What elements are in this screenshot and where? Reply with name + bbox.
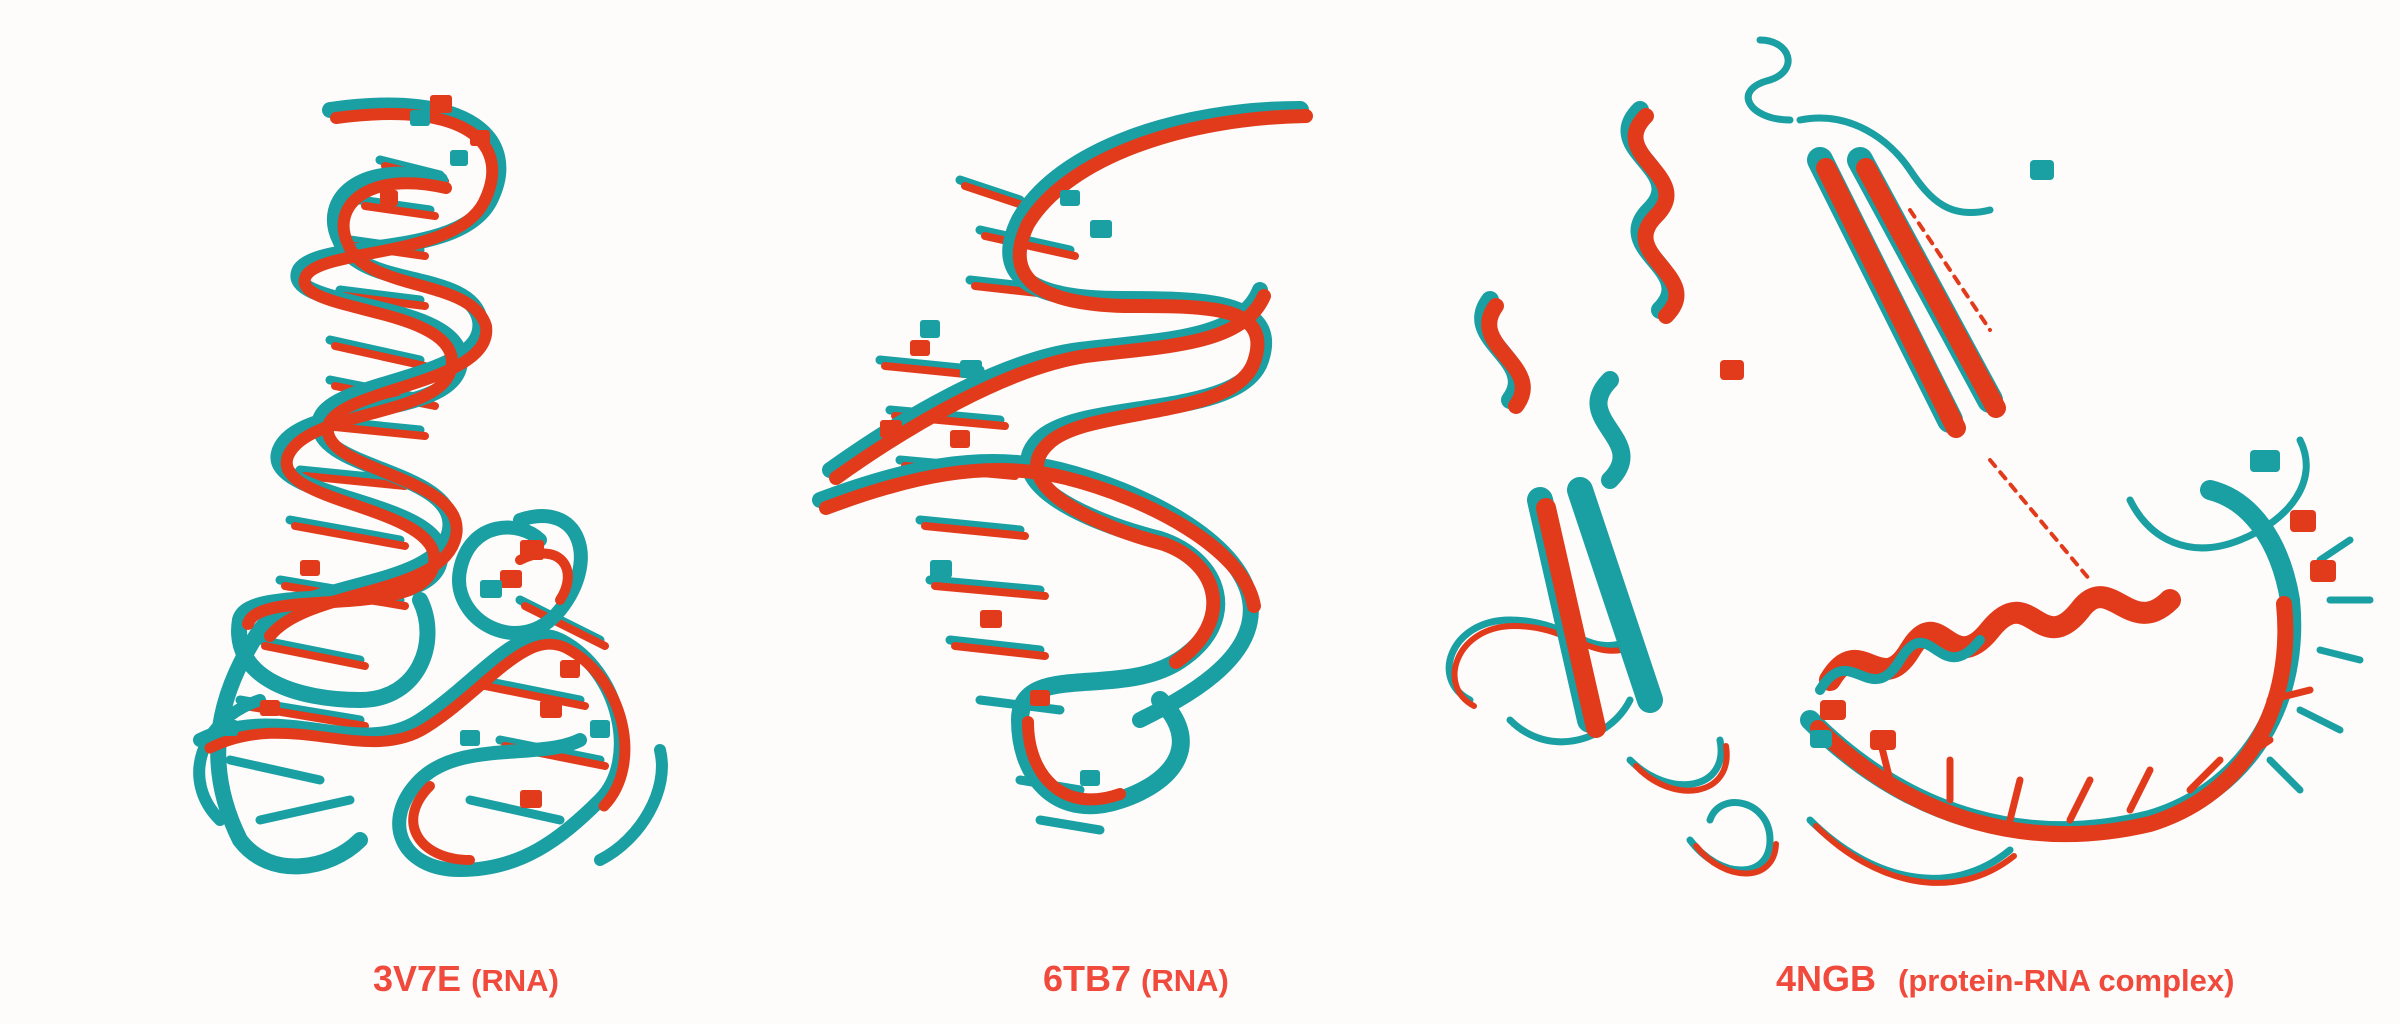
rna-ribbon-3v7e-icon [193, 95, 668, 877]
structure-panel-4ngb: 4NGB (protein-RNA complex) [1390, 0, 2400, 1024]
structure-code: 6TB7 [1043, 958, 1132, 999]
structure-caption: 3V7E (RNA) [373, 958, 559, 1008]
structure-kind: (protein-RNA complex) [1898, 963, 2235, 998]
structure-code: 4NGB [1776, 958, 1877, 999]
structure-code: 3V7E [373, 958, 462, 999]
structure-caption: 6TB7 (RNA) [1043, 958, 1229, 1008]
structure-panel-3v7e: 3V7E (RNA) [0, 0, 800, 1024]
structure-caption: 4NGB (protein-RNA complex) [1776, 958, 2234, 1008]
structure-panel-6tb7: 6TB7 (RNA) [780, 0, 1420, 1024]
structure-kind: (RNA) [1141, 963, 1229, 998]
structure-kind: (RNA) [471, 963, 559, 998]
protein-rna-complex-ribbon-4ngb-icon [1445, 36, 2374, 886]
rna-ribbon-6tb7-icon [812, 101, 1313, 835]
